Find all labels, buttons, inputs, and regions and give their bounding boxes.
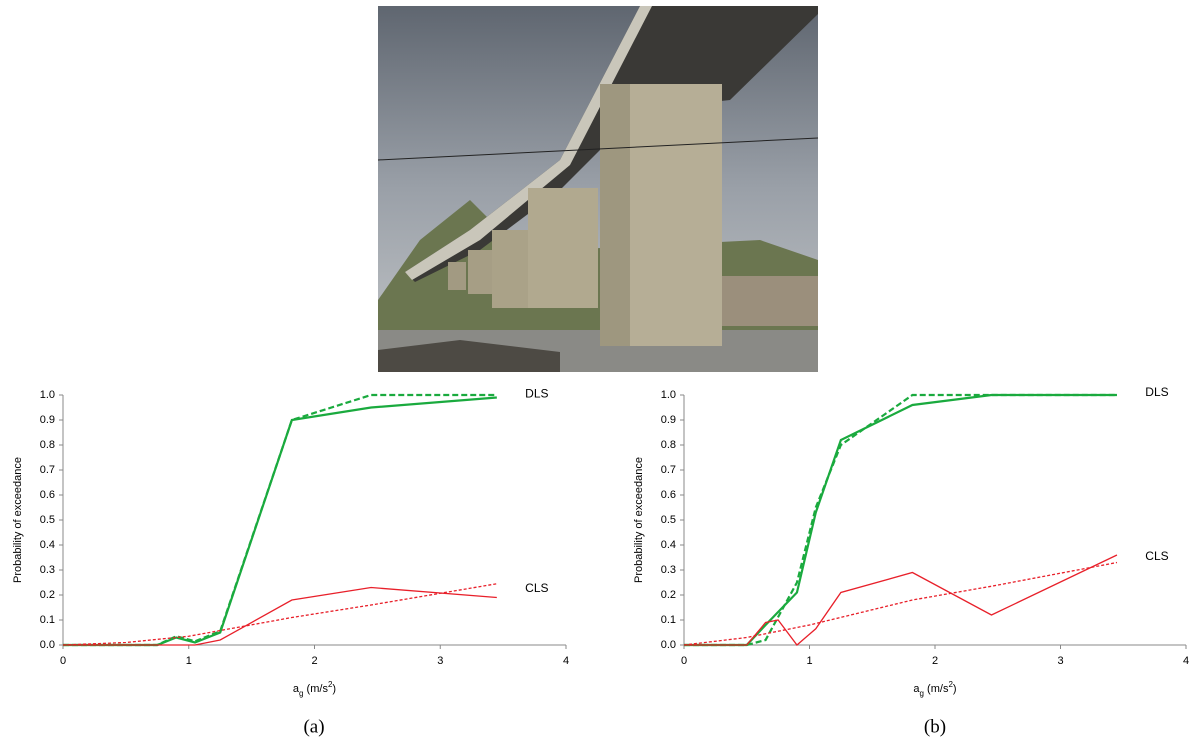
y-tick-label: 0.1: [661, 614, 676, 626]
series-line: [684, 395, 1117, 645]
y-tick-label: 0.3: [661, 564, 676, 576]
series-line: [684, 555, 1117, 645]
series-line: [63, 395, 497, 645]
y-tick-label: 0.8: [40, 439, 55, 451]
caption: (b): [924, 716, 946, 737]
y-tick-label: 0.4: [661, 539, 676, 551]
series-annotation: CLS: [525, 581, 548, 595]
y-tick-label: 0.5: [40, 514, 55, 526]
y-tick-label: 1.0: [40, 389, 55, 401]
series-line: [63, 588, 497, 646]
x-tick-label: 1: [186, 655, 192, 667]
y-axis-label: Probability of exceedance: [12, 457, 24, 583]
y-tick-label: 0.5: [661, 514, 676, 526]
series-annotation: CLS: [1145, 549, 1168, 563]
x-tick-label: 1: [806, 655, 812, 667]
caption: (a): [303, 716, 324, 737]
y-tick-label: 0.3: [40, 564, 55, 576]
y-tick-label: 0.2: [661, 589, 676, 601]
y-tick-label: 0.2: [40, 589, 55, 601]
x-tick-label: 2: [932, 655, 938, 667]
x-tick-label: 4: [1183, 655, 1189, 667]
x-axis-label: ag (m/s2): [913, 680, 956, 698]
photo: [378, 6, 818, 372]
x-axis-label-part: ): [332, 683, 336, 695]
series-line: [63, 398, 497, 646]
y-tick-label: 0.4: [40, 539, 55, 551]
y-axis-label: Probability of exceedance: [633, 457, 645, 583]
y-tick-label: 0.8: [661, 439, 676, 451]
y-tick-label: 0.0: [661, 639, 676, 651]
y-tick-label: 0.0: [40, 639, 55, 651]
y-tick-label: 0.7: [661, 464, 676, 476]
y-tick-label: 0.7: [40, 464, 55, 476]
series-annotation: DLS: [525, 386, 548, 400]
y-tick-label: 1.0: [661, 389, 676, 401]
series-line: [684, 395, 1117, 645]
x-axis-label-part: (m/s: [924, 683, 949, 695]
x-tick-label: 4: [563, 655, 569, 667]
x-axis-label-part: ): [953, 683, 957, 695]
page: 0.0 0.1 0.2 0.3 0.4 0.5 0.6 0.7 0.8 0.9 1.0 0 1 2 3 4 Pr…: [0, 0, 1192, 744]
y-tick-label: 0.1: [40, 614, 55, 626]
y-tick-label: 0.9: [40, 414, 55, 426]
series-annotation: DLS: [1145, 385, 1168, 399]
x-tick-label: 0: [60, 655, 66, 667]
x-tick-label: 3: [1057, 655, 1063, 667]
y-tick-label: 0.9: [661, 414, 676, 426]
y-tick-label: 0.6: [661, 489, 676, 501]
series-line: [684, 563, 1117, 646]
x-tick-label: 3: [437, 655, 443, 667]
figure: 0.0 0.1 0.2 0.3 0.4 0.5 0.6 0.7 0.8 0.9 1.0 0 1 2 3 4 Pr…: [0, 0, 1192, 744]
x-tick-label: 0: [681, 655, 687, 667]
x-tick-label: 2: [311, 655, 317, 667]
y-tick-label: 0.6: [40, 489, 55, 501]
x-axis-label-part: (m/s: [304, 683, 329, 695]
x-axis-label: ag (m/s2): [293, 680, 336, 698]
